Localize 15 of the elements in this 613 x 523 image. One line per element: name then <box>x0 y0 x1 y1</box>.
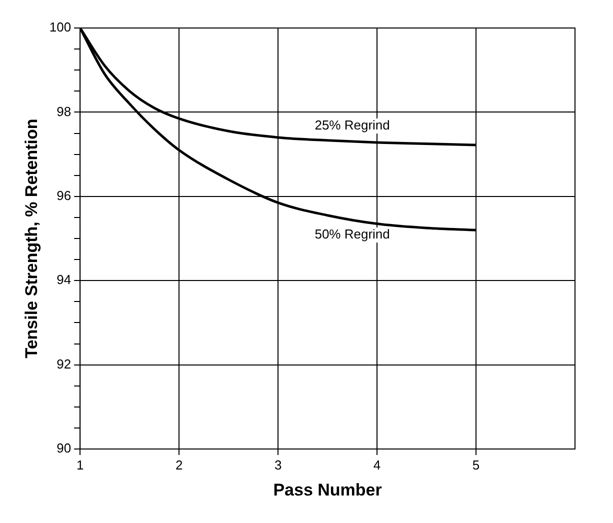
x-axis-title: Pass Number <box>273 480 382 500</box>
y-tick-label: 100 <box>49 20 72 35</box>
x-tick-label: 1 <box>76 457 84 472</box>
x-tick-label: 4 <box>373 457 381 472</box>
x-tick-label: 5 <box>472 457 480 472</box>
y-tick-label: 92 <box>56 356 72 372</box>
y-tick-label: 96 <box>56 188 72 203</box>
y-axis-title: Tensile Strength, % Retention <box>22 118 41 358</box>
y-tick-label: 90 <box>56 440 72 456</box>
series-label: 50% Regrind <box>314 226 390 242</box>
series-label: 25% Regrind <box>314 118 390 133</box>
y-tick-label: 98 <box>56 104 72 119</box>
x-tick-label: 3 <box>274 457 282 472</box>
x-tick-label: 2 <box>175 457 183 472</box>
y-tick-label: 94 <box>56 272 72 288</box>
